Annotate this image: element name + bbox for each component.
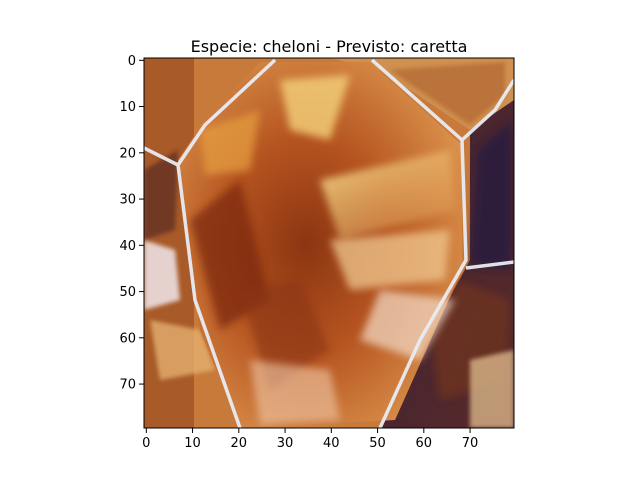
x-axis: 0 10 20 30 40 50 60 70 xyxy=(142,428,478,451)
y-tick-label: 60 xyxy=(119,331,136,346)
figure-title: Especie: cheloni - Previsto: caretta xyxy=(191,37,468,56)
x-tick-label: 50 xyxy=(369,436,386,451)
y-tick-label: 50 xyxy=(119,285,136,300)
y-tick-label: 30 xyxy=(119,193,136,208)
image-frame xyxy=(143,57,515,429)
x-tick-label: 30 xyxy=(277,436,294,451)
y-tick-label: 10 xyxy=(119,100,136,115)
x-tick-label: 40 xyxy=(323,436,340,451)
y-tick-label: 0 xyxy=(128,54,136,69)
x-tick-label: 60 xyxy=(416,436,433,451)
y-tick-label: 20 xyxy=(119,146,136,161)
y-axis: 0 10 20 30 40 50 60 70 xyxy=(119,54,144,393)
y-tick-label: 70 xyxy=(119,378,136,393)
shell-image xyxy=(144,58,514,428)
x-tick-label: 10 xyxy=(184,436,201,451)
x-tick-label: 20 xyxy=(231,436,248,451)
x-tick-label: 70 xyxy=(462,436,479,451)
y-tick-label: 40 xyxy=(119,239,136,254)
x-tick-label: 0 xyxy=(142,436,150,451)
